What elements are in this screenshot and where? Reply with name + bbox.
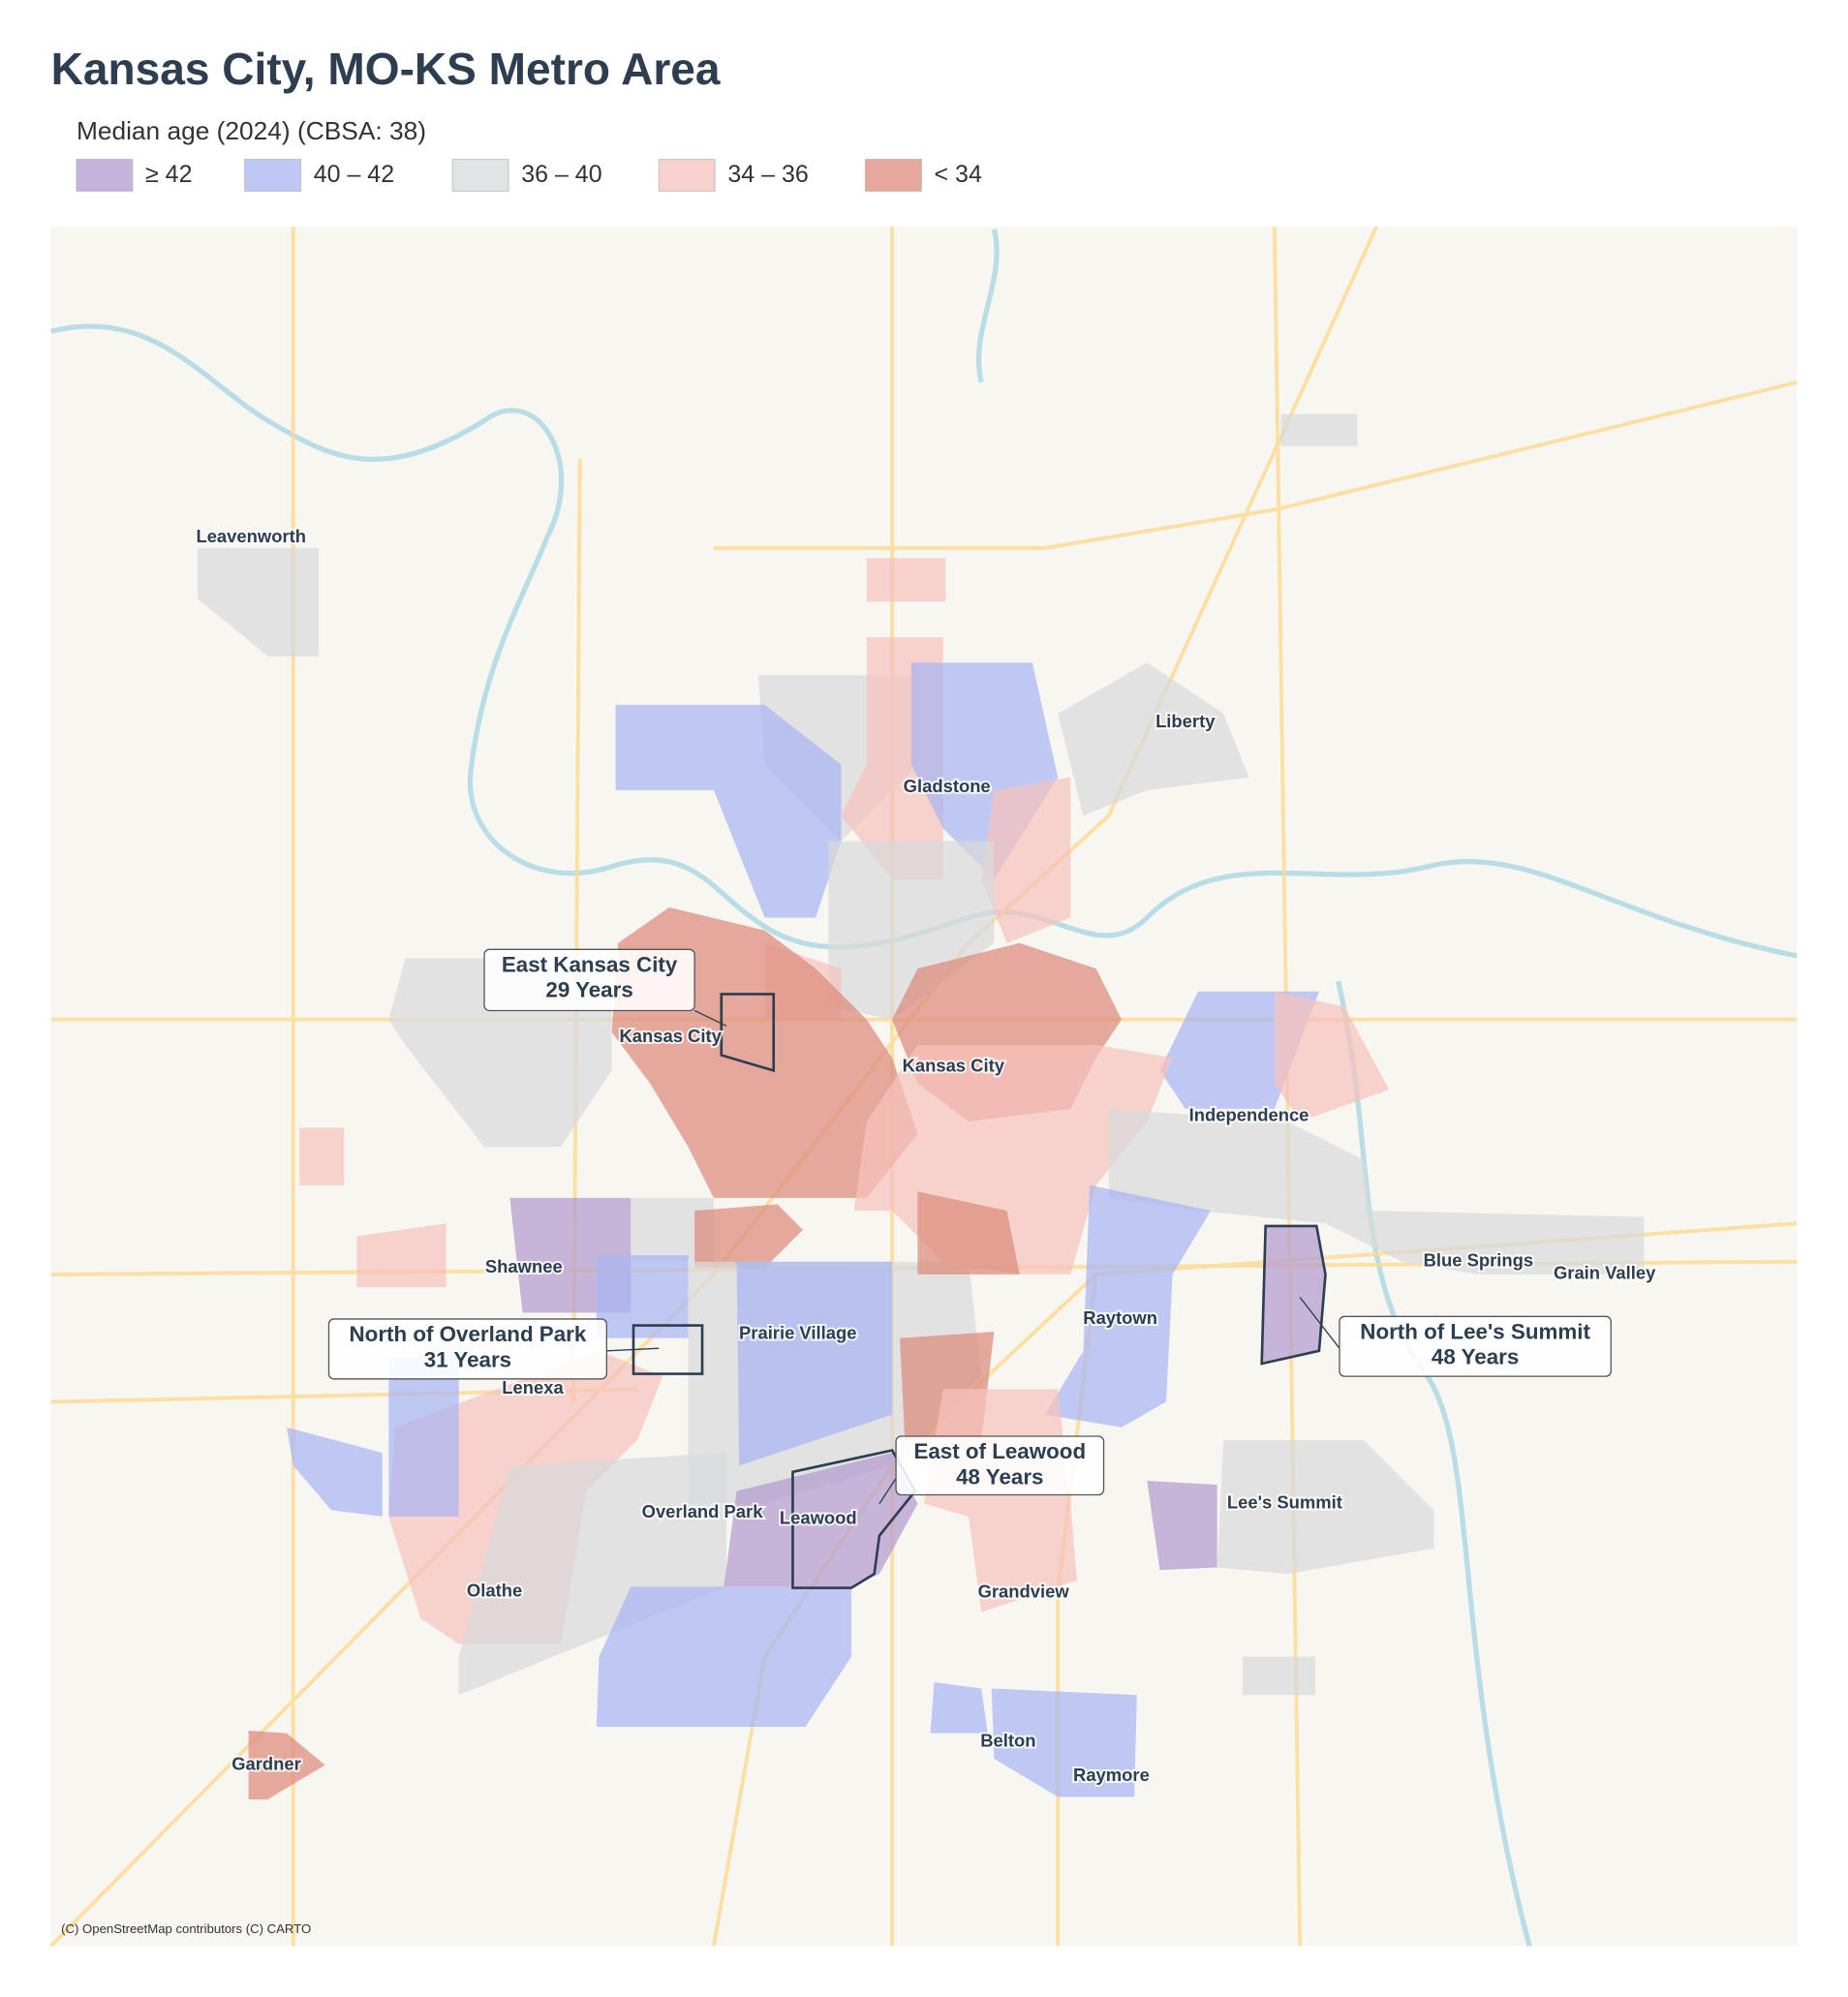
place-label: Raytown (1083, 1307, 1157, 1328)
callout-leader (606, 1347, 660, 1352)
place-label: Leawood (780, 1507, 857, 1527)
place-label: Shawnee (485, 1256, 563, 1276)
legend-swatch (451, 158, 509, 193)
tracts (197, 414, 1645, 1800)
legend: ≥ 42 40 – 42 36 – 40 34 – 36 < 34 (76, 158, 982, 193)
callout-leader (1299, 1297, 1340, 1349)
place-label: Independence (1189, 1105, 1309, 1125)
place-label: Blue Springs (1424, 1250, 1534, 1271)
legend-swatch (864, 158, 923, 193)
legend-label: 36 – 40 (521, 161, 601, 188)
place-label: Raymore (1073, 1765, 1150, 1785)
legend-swatch (76, 158, 134, 193)
callout-value: 48 Years (1432, 1345, 1519, 1369)
callout-box (1339, 1315, 1612, 1377)
callout-leader (878, 1478, 897, 1505)
callout-leader (693, 1009, 727, 1027)
callout-name: North of Overland Park (350, 1322, 587, 1346)
callout-value: 31 Years (424, 1347, 511, 1371)
callout-box (327, 1318, 608, 1380)
place-label: Belton (980, 1731, 1035, 1751)
place-label: Kansas City (903, 1055, 1005, 1075)
legend-label: ≥ 42 (145, 161, 192, 188)
place-label: Lee's Summit (1227, 1492, 1342, 1513)
place-label: Gladstone (904, 776, 991, 796)
place-label: Lenexa (502, 1377, 564, 1398)
place-label: Grain Valley (1554, 1263, 1656, 1283)
callout-name: East Kansas City (502, 952, 678, 976)
callout-name: East of Leawood (913, 1439, 1086, 1463)
place-label: Liberty (1155, 711, 1216, 731)
place-label: Leavenworth (196, 526, 306, 546)
legend-label: 34 – 36 (727, 161, 808, 188)
callout-name: North of Lee's Summit (1360, 1319, 1590, 1343)
title: Kansas City, MO-KS Metro Area (51, 44, 721, 94)
place-label: Prairie Village (739, 1323, 856, 1343)
place-label: Gardner (231, 1753, 301, 1773)
place-label: Grandview (978, 1582, 1070, 1602)
legend-label: 40 – 42 (314, 161, 394, 188)
legend-swatch (243, 158, 302, 193)
callout-value: 29 Years (545, 978, 632, 1002)
legend-swatch (658, 158, 716, 193)
place-label: Kansas City (619, 1026, 722, 1046)
callout-box (483, 948, 695, 1012)
place-label: Olathe (467, 1580, 522, 1600)
legend-title: Median age (2024) (CBSA: 38) (77, 116, 426, 145)
legend-label: < 34 (935, 161, 982, 188)
callout-value: 48 Years (956, 1464, 1043, 1489)
attribution: (C) OpenStreetMap contributors (C) CARTO (61, 1921, 311, 1936)
place-label: Overland Park (642, 1501, 764, 1521)
callout-box (895, 1435, 1105, 1496)
